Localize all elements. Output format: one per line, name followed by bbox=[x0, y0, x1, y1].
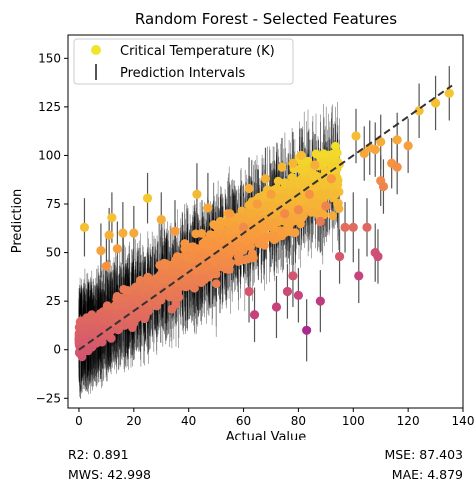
legend-box bbox=[73, 38, 294, 85]
y-tick-label: 75 bbox=[46, 197, 61, 211]
data-point bbox=[79, 222, 90, 232]
y-tick-label: 0 bbox=[53, 343, 61, 357]
data-point bbox=[362, 222, 372, 232]
data-point bbox=[293, 205, 304, 215]
data-point bbox=[277, 162, 287, 172]
y-tick-label: 125 bbox=[38, 100, 61, 114]
data-point bbox=[107, 213, 117, 223]
data-point bbox=[414, 106, 424, 116]
chart-title: Random Forest - Selected Features bbox=[135, 10, 397, 28]
data-point bbox=[304, 189, 314, 199]
data-point bbox=[271, 302, 282, 312]
data-point bbox=[359, 148, 369, 159]
data-point bbox=[348, 222, 358, 232]
data-point bbox=[392, 162, 402, 172]
legend: Critical Temperature (K) Prediction Inte… bbox=[73, 38, 294, 85]
y-axis-label: Prediction bbox=[10, 189, 25, 254]
data-point bbox=[156, 214, 166, 225]
x-tick-label: 100 bbox=[342, 414, 365, 428]
data-point bbox=[225, 209, 235, 219]
data-point bbox=[376, 137, 386, 147]
data-point bbox=[244, 183, 254, 194]
plot-frame bbox=[67, 34, 464, 409]
data-point bbox=[170, 226, 180, 236]
data-point bbox=[203, 203, 213, 213]
scatter-plot: Random Forest - Selected Features 0 20 40 6… bbox=[10, 10, 475, 440]
data-point bbox=[282, 286, 293, 297]
x-tick-label: 80 bbox=[291, 414, 306, 428]
data-point bbox=[118, 228, 128, 238]
data-point bbox=[142, 193, 153, 203]
data-point bbox=[326, 174, 336, 184]
x-tick-label: 20 bbox=[126, 414, 141, 428]
data-point bbox=[315, 216, 325, 227]
data-point bbox=[260, 174, 271, 184]
data-point bbox=[310, 160, 320, 170]
y-tick-label: 150 bbox=[38, 51, 61, 65]
data-point bbox=[378, 181, 389, 192]
data-point bbox=[392, 135, 402, 145]
x-tick-label: 40 bbox=[181, 414, 196, 428]
data-point bbox=[288, 271, 298, 281]
data-point bbox=[129, 228, 139, 238]
data-point bbox=[444, 88, 454, 98]
data-point bbox=[249, 310, 260, 320]
data-point bbox=[101, 261, 112, 271]
y-tick-label: −25 bbox=[36, 391, 61, 405]
y-tick-label: 25 bbox=[46, 294, 61, 308]
data-point bbox=[244, 286, 254, 297]
legend-label-critical-temperature: Critical Temperature (K) bbox=[120, 44, 275, 59]
x-tick-label: 140 bbox=[452, 414, 475, 428]
data-point bbox=[373, 251, 383, 262]
data-point bbox=[302, 325, 312, 335]
data-point bbox=[266, 189, 276, 199]
reference-line bbox=[78, 84, 453, 351]
legend-marker-critical-temperature bbox=[91, 45, 101, 55]
data-point bbox=[340, 222, 350, 232]
data-point bbox=[296, 150, 306, 161]
data-point bbox=[315, 296, 325, 306]
mws-metric: MWS: 42.998 bbox=[68, 467, 152, 482]
data-point bbox=[354, 271, 364, 281]
x-tick-label: 60 bbox=[236, 414, 251, 428]
data-point bbox=[293, 290, 304, 300]
data-point bbox=[351, 131, 361, 141]
data-point bbox=[280, 209, 290, 219]
mse-metric: MSE: 87.403 bbox=[384, 447, 463, 462]
data-point bbox=[112, 244, 122, 254]
data-point bbox=[238, 222, 249, 232]
data-point bbox=[334, 251, 345, 262]
data-point bbox=[104, 230, 114, 240]
data-point bbox=[321, 201, 331, 211]
data-point bbox=[370, 145, 380, 155]
legend-label-prediction-intervals: Prediction Intervals bbox=[120, 66, 245, 81]
data-point bbox=[430, 98, 441, 108]
mae-metric: MAE: 4.879 bbox=[391, 467, 463, 482]
y-tick-label: 50 bbox=[46, 246, 61, 260]
y-tick-label: 100 bbox=[38, 148, 61, 162]
r2-metric: R2: 0.891 bbox=[68, 447, 129, 462]
data-point bbox=[96, 246, 106, 256]
x-tick-label: 120 bbox=[397, 414, 420, 428]
data-point bbox=[403, 141, 413, 151]
data-point bbox=[288, 158, 298, 168]
data-point bbox=[192, 189, 202, 199]
x-axis-label: Actual Value bbox=[226, 430, 307, 440]
x-tick-label: 0 bbox=[75, 414, 83, 428]
data-point bbox=[252, 199, 262, 209]
